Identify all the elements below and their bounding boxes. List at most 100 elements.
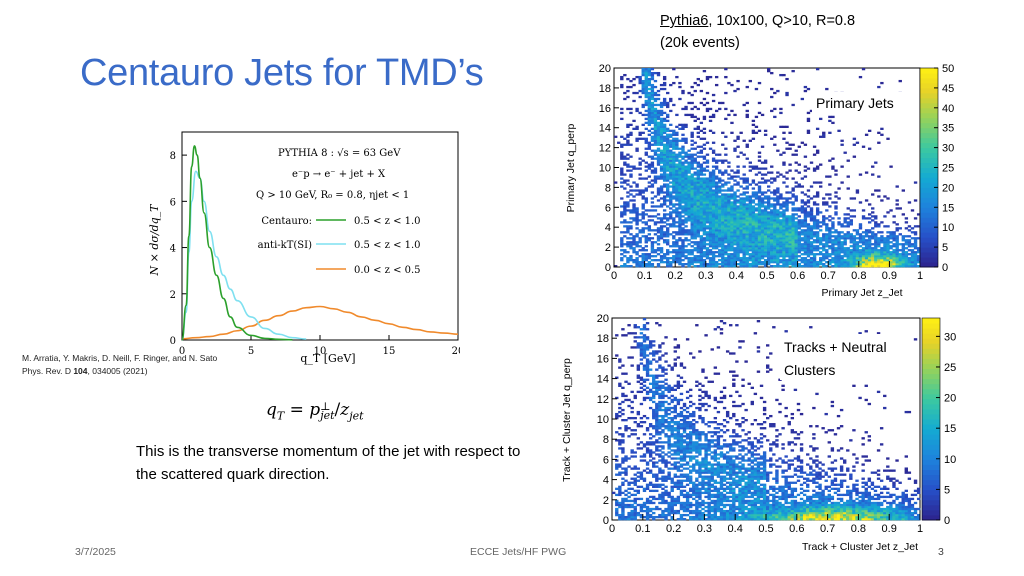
heatmap-cell bbox=[675, 257, 679, 260]
heatmap-cell bbox=[861, 231, 866, 234]
heatmap-cell bbox=[776, 239, 780, 242]
heatmap-cell bbox=[670, 495, 674, 499]
heatmap-cell bbox=[695, 507, 699, 511]
heatmap-cell bbox=[837, 249, 841, 252]
heatmap-cell bbox=[797, 251, 801, 254]
heatmap-cell bbox=[639, 475, 644, 478]
heatmap-cell bbox=[760, 249, 765, 252]
heatmap-cell bbox=[632, 209, 636, 212]
heatmap-cell bbox=[904, 241, 909, 244]
heatmap-cell bbox=[754, 223, 759, 226]
heatmap-cell bbox=[626, 183, 630, 186]
heatmap-cell bbox=[701, 501, 705, 505]
heatmap-cell bbox=[702, 161, 707, 164]
heatmap-cell bbox=[724, 199, 728, 202]
heatmap-cell bbox=[645, 517, 650, 521]
heatmap-cell bbox=[702, 213, 707, 216]
heatmap-cell bbox=[721, 263, 725, 266]
heatmap-cell bbox=[852, 243, 857, 246]
heatmap-cell bbox=[745, 157, 749, 160]
heatmap-cell bbox=[690, 139, 694, 142]
heatmap-cell bbox=[782, 219, 786, 222]
heatmap-cell bbox=[681, 185, 685, 188]
heatmap-cell bbox=[673, 421, 677, 424]
heatmap-cell bbox=[636, 326, 641, 329]
heatmap-cell bbox=[711, 257, 716, 260]
heatmap-cell bbox=[806, 227, 811, 230]
heatmap-cell bbox=[623, 97, 627, 101]
heatmap-cell bbox=[711, 235, 716, 238]
heatmap-cell bbox=[656, 259, 661, 262]
heatmap-cell bbox=[670, 501, 674, 505]
heatmap-cell bbox=[614, 135, 618, 138]
heatmap-cell bbox=[714, 207, 719, 210]
heatmap-cell bbox=[867, 263, 872, 266]
heatmap-cell bbox=[858, 237, 863, 240]
heatmap-cell bbox=[855, 253, 860, 256]
heatmap-cell bbox=[767, 219, 771, 222]
heatmap-cell bbox=[822, 131, 826, 134]
heatmap-cell bbox=[664, 491, 668, 495]
heatmap-cell bbox=[748, 253, 752, 256]
heatmap-cell bbox=[684, 207, 688, 210]
heatmap-cell bbox=[639, 509, 644, 513]
heatmap-cell bbox=[653, 133, 658, 136]
heatmap-cell bbox=[837, 241, 841, 244]
heatmap-cell bbox=[695, 469, 699, 472]
heatmap-cell bbox=[767, 68, 771, 71]
heatmap-cell bbox=[788, 191, 792, 194]
heatmap-cell bbox=[831, 227, 835, 230]
heatmap-cell bbox=[632, 243, 636, 246]
heatmap-cell bbox=[705, 161, 710, 164]
heatmap-cell bbox=[834, 195, 838, 198]
heatmap-cell bbox=[629, 169, 633, 172]
heatmap-cell bbox=[652, 427, 656, 430]
heatmap-cell bbox=[708, 219, 713, 222]
heatmap-cell bbox=[803, 207, 808, 210]
heatmap-cell bbox=[633, 416, 637, 420]
heatmap-cell bbox=[788, 249, 792, 252]
heatmap-cell bbox=[785, 249, 789, 252]
heatmap-cell bbox=[693, 161, 697, 164]
heatmap-cell bbox=[644, 93, 648, 97]
heatmap-cell bbox=[730, 207, 734, 210]
heatmap-cell bbox=[714, 243, 719, 246]
heatmap-cell bbox=[721, 241, 725, 244]
heatmap-cell bbox=[733, 175, 737, 178]
heatmap-cell bbox=[675, 213, 679, 216]
heatmap-cell bbox=[679, 427, 684, 430]
heatmap-cell bbox=[626, 191, 630, 194]
heatmap-cell bbox=[825, 251, 829, 254]
heatmap-cell bbox=[910, 249, 915, 252]
heatmap-cell bbox=[698, 437, 702, 440]
heatmap-cell bbox=[639, 350, 644, 353]
heatmap-cell bbox=[901, 253, 905, 256]
heatmap-cell bbox=[653, 195, 658, 198]
heatmap-cell bbox=[803, 249, 808, 252]
heatmap-cell bbox=[773, 207, 777, 210]
heatmap-cell bbox=[727, 257, 731, 260]
heatmap-cell bbox=[770, 229, 774, 232]
heatmap-cell bbox=[822, 257, 826, 260]
heatmap-cell bbox=[742, 253, 746, 256]
heatmap-cell bbox=[692, 509, 696, 513]
heatmap-cell bbox=[889, 265, 893, 268]
heatmap-cell bbox=[666, 149, 670, 152]
heatmap-cell bbox=[659, 255, 664, 258]
heatmap-cell bbox=[742, 247, 746, 250]
heatmap-cell bbox=[662, 231, 667, 234]
heatmap-cell bbox=[675, 187, 679, 190]
generator-link[interactable]: Pythia6 bbox=[660, 13, 709, 29]
heatmap-cell bbox=[895, 243, 899, 246]
heatmap-cell bbox=[667, 511, 671, 515]
heatmap-cell bbox=[689, 509, 693, 513]
colorbar-segment bbox=[920, 162, 938, 168]
heatmap-cell bbox=[690, 259, 694, 262]
heatmap-cell bbox=[718, 179, 722, 182]
heatmap-cell bbox=[705, 187, 710, 190]
heatmap-cell bbox=[819, 263, 823, 266]
heatmap-cell bbox=[843, 249, 847, 252]
heatmap-cell bbox=[704, 505, 708, 509]
qt-series-line bbox=[181, 145, 293, 341]
heatmap-cell bbox=[754, 173, 759, 176]
